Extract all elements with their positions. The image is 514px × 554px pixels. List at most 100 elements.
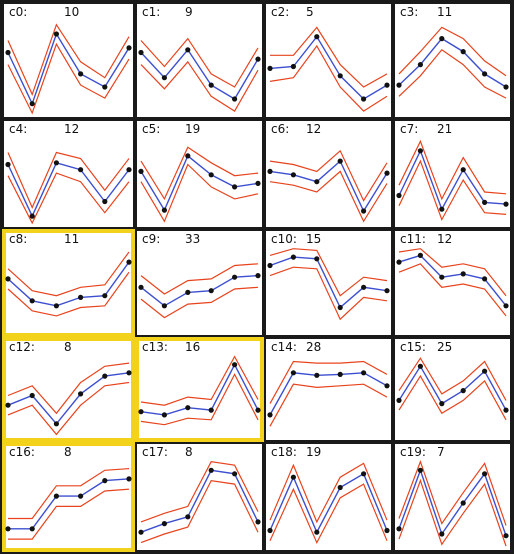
- cluster-plot-10: [267, 248, 390, 321]
- lower-band-line: [7, 172, 130, 225]
- mean-point: [138, 284, 144, 290]
- lower-band-line: [398, 159, 507, 222]
- lower-band-line: [7, 381, 130, 436]
- cluster-panel-18: c18: 19: [266, 444, 391, 550]
- mean-point: [102, 293, 108, 299]
- mean-point: [161, 521, 167, 527]
- upper-band-line: [140, 461, 259, 523]
- mean-point: [185, 47, 191, 53]
- cluster-panel-5: c5: 19: [137, 121, 262, 227]
- cluster-label: c18:: [271, 445, 297, 459]
- cluster-plot-18: [267, 462, 390, 544]
- mean-point: [384, 527, 390, 534]
- mean-point: [102, 478, 108, 484]
- mean-point: [417, 62, 423, 68]
- mean-point: [460, 388, 466, 394]
- lower-band-line: [398, 478, 507, 547]
- cluster-count: 15: [306, 232, 322, 246]
- cluster-panel-11: c11: 12: [395, 231, 510, 335]
- mean-point: [138, 409, 144, 415]
- upper-band-line: [8, 468, 130, 520]
- mean-line: [140, 274, 259, 307]
- mean-point: [460, 500, 466, 506]
- cluster-label: c3:: [400, 5, 419, 19]
- lower-band-line: [398, 263, 507, 317]
- mean-point: [290, 254, 296, 260]
- mean-line: [140, 154, 259, 212]
- mean-point: [78, 294, 84, 300]
- cluster-count: 21: [437, 122, 453, 136]
- cluster-panel-13: c13: 16: [135, 337, 264, 442]
- mean-point: [29, 101, 35, 107]
- mean-point: [314, 372, 320, 378]
- mean-point: [255, 273, 261, 279]
- mean-point: [482, 368, 488, 374]
- upper-band-line: [269, 360, 388, 404]
- cluster-count: 25: [437, 340, 453, 354]
- mean-point: [208, 407, 214, 413]
- mean-point: [439, 206, 445, 212]
- mean-point: [267, 168, 273, 174]
- mean-point: [482, 71, 488, 77]
- mean-line: [269, 35, 388, 100]
- cluster-plot-16: [5, 468, 132, 540]
- mean-line: [398, 364, 507, 411]
- mean-point: [78, 493, 84, 499]
- cluster-label: c9:: [142, 232, 161, 246]
- cluster-label: c7:: [400, 122, 419, 136]
- mean-point: [503, 201, 509, 207]
- mean-point: [337, 484, 343, 491]
- cluster-count: 12: [437, 232, 453, 246]
- mean-point: [29, 392, 35, 399]
- upper-band-line: [398, 459, 507, 526]
- lower-band-line: [269, 483, 388, 544]
- mean-point: [460, 167, 466, 173]
- mean-point: [255, 407, 261, 413]
- cluster-count: 8: [185, 445, 193, 459]
- cluster-panel-14: c14: 28: [266, 339, 391, 440]
- cluster-plot-17: [138, 461, 261, 544]
- mean-point: [185, 153, 191, 159]
- mean-point: [53, 160, 60, 166]
- upper-band-line: [7, 23, 130, 97]
- cluster-plot-8: [5, 251, 132, 317]
- upper-band-line: [398, 26, 507, 77]
- cluster-count: 8: [64, 445, 72, 459]
- cluster-plot-0: [5, 23, 132, 115]
- mean-point: [439, 36, 445, 42]
- mean-line: [7, 161, 130, 218]
- mean-point: [396, 82, 402, 88]
- mean-point: [267, 65, 273, 71]
- lower-band-line: [269, 266, 388, 321]
- cluster-label: c16:: [9, 445, 35, 459]
- upper-band-line: [398, 139, 507, 201]
- mean-line: [398, 37, 507, 88]
- mean-point: [314, 34, 320, 40]
- mean-point: [482, 276, 488, 282]
- mean-point: [482, 199, 488, 205]
- mean-point: [417, 363, 423, 369]
- cluster-label: c8:: [9, 232, 28, 246]
- mean-point: [503, 407, 509, 413]
- mean-line: [269, 256, 388, 309]
- mean-point: [78, 71, 84, 77]
- mean-point: [126, 45, 132, 51]
- mean-point: [138, 168, 144, 174]
- lower-band-line: [269, 44, 388, 112]
- mean-point: [208, 172, 214, 178]
- mean-line: [140, 363, 259, 416]
- mean-point: [102, 84, 108, 90]
- mean-point: [396, 526, 402, 532]
- mean-point: [5, 526, 11, 532]
- mean-point: [384, 82, 390, 88]
- mean-line: [140, 469, 259, 533]
- cluster-panel-6: c6: 12: [266, 121, 391, 227]
- mean-point: [5, 49, 11, 56]
- mean-point: [503, 533, 509, 539]
- mean-point: [417, 148, 423, 154]
- lower-band-line: [398, 48, 507, 99]
- mean-point: [396, 259, 402, 265]
- mean-point: [232, 96, 238, 102]
- mean-point: [208, 288, 214, 294]
- cluster-panel-3: c3: 11: [395, 4, 510, 117]
